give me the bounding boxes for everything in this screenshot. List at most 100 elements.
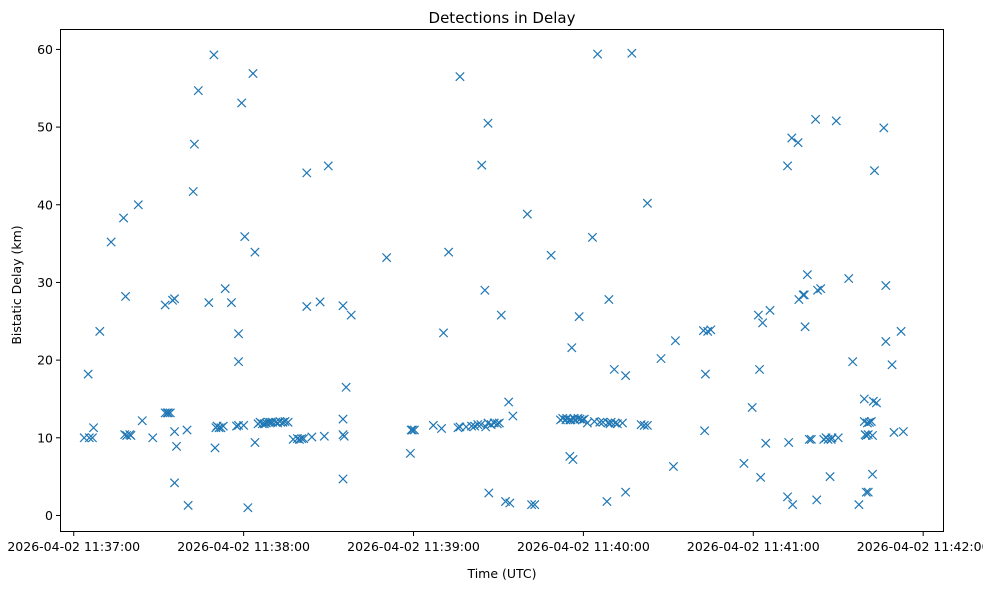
data-point-stroke (812, 285, 823, 295)
data-point-stroke (193, 85, 203, 96)
data-point (299, 433, 309, 444)
data-point (137, 416, 147, 426)
data-point (881, 280, 891, 291)
data-point-stroke (896, 326, 906, 337)
data-point-stroke (280, 416, 290, 427)
data-point (163, 408, 173, 418)
data-point (444, 247, 454, 257)
data-point (546, 250, 556, 260)
data-point-stroke (844, 273, 854, 284)
data-point-stroke (606, 417, 616, 427)
x-axis-label: Time (UTC) (466, 566, 536, 581)
data-point-stroke (381, 252, 392, 263)
data-point (848, 357, 858, 367)
data-point-stroke (250, 247, 260, 257)
x-axis: 2026-04-02 11:37:00 2026-04-02 11:38:00 20… (7, 531, 983, 554)
data-point-stroke (122, 430, 132, 441)
data-point-stroke (263, 417, 274, 427)
data-point-stroke (188, 186, 198, 197)
data-point-stroke (642, 198, 653, 208)
data-point-stroke (338, 474, 348, 484)
data-point-stroke (806, 434, 816, 444)
data-point (699, 426, 710, 436)
chart-title: Detections in Delay (429, 9, 576, 27)
data-point-stroke (182, 425, 192, 435)
data-point (297, 433, 307, 444)
data-point (239, 420, 249, 430)
data-point-stroke (699, 426, 710, 436)
data-point (126, 430, 136, 441)
data-point (341, 382, 351, 392)
data-point (887, 360, 897, 370)
data-point-stroke (323, 161, 333, 171)
data-point-stroke (589, 416, 600, 427)
data-point-stroke (338, 301, 348, 311)
data-point (799, 290, 809, 300)
data-point-stroke (407, 425, 418, 435)
data-point (802, 270, 812, 280)
data-point-stroke (237, 98, 247, 108)
data-point-stroke (592, 49, 603, 59)
data-point (812, 495, 822, 505)
data-point-stroke (504, 397, 514, 407)
data-point-stroke (879, 123, 889, 133)
data-point-stroke (887, 360, 897, 370)
data-point-stroke (787, 133, 797, 143)
data-point (283, 417, 293, 427)
y-tick-label: 30 (37, 275, 53, 290)
data-point-stroke (189, 139, 199, 149)
data-point-stroke (782, 492, 793, 502)
data-point (706, 325, 716, 335)
data-point (240, 231, 250, 242)
y-tick-label: 60 (37, 42, 53, 57)
data-point-stroke (302, 301, 312, 312)
x-tick-label: 2026-04-02 11:42:00 (857, 539, 983, 554)
data-point-stroke (231, 421, 242, 431)
data-point-stroke (700, 369, 711, 379)
data-point (812, 285, 823, 295)
data-point (120, 291, 131, 302)
data-point-stroke (218, 421, 228, 431)
data-point-stroke (881, 280, 891, 291)
data-point (319, 431, 329, 441)
data-point-stroke (603, 418, 613, 428)
data-point-stroke (233, 357, 244, 367)
data-point-stroke (863, 430, 873, 440)
data-point-stroke (754, 364, 765, 375)
data-point-stroke (575, 414, 585, 424)
data-point-stroke (656, 353, 666, 364)
data-point-stroke (95, 326, 105, 337)
data-point-stroke (257, 419, 267, 429)
data-point (896, 326, 906, 337)
data-point (592, 49, 603, 59)
data-point (784, 437, 794, 448)
data-point-stroke (598, 417, 608, 427)
data-point (863, 487, 873, 497)
data-point (603, 418, 613, 428)
y-tick-label: 40 (37, 197, 53, 212)
y-tick-label: 50 (37, 120, 53, 135)
y-tick-label: 0 (45, 508, 53, 523)
data-point-stroke (670, 336, 681, 346)
data-point-stroke (243, 503, 253, 513)
data-point (526, 499, 537, 510)
data-point (782, 492, 793, 502)
data-point-stroke (409, 425, 419, 435)
data-point-stroke (508, 411, 518, 421)
data-point-stroke (183, 500, 193, 510)
data-point-stroke (171, 441, 182, 451)
data-point-stroke (84, 433, 94, 443)
data-point-stroke (566, 415, 576, 425)
data-point-stroke (476, 419, 486, 430)
data-point (428, 420, 438, 430)
data-point (494, 418, 504, 428)
data-point-stroke (473, 419, 483, 430)
data-point (504, 397, 514, 407)
data-point-stroke (609, 364, 619, 375)
data-point (522, 209, 532, 219)
data-point-stroke (522, 209, 532, 219)
data-point-stroke (568, 454, 578, 465)
data-point (169, 294, 180, 304)
data-point (233, 357, 244, 367)
x-tick-label: 2026-04-02 11:37:00 (7, 539, 140, 554)
